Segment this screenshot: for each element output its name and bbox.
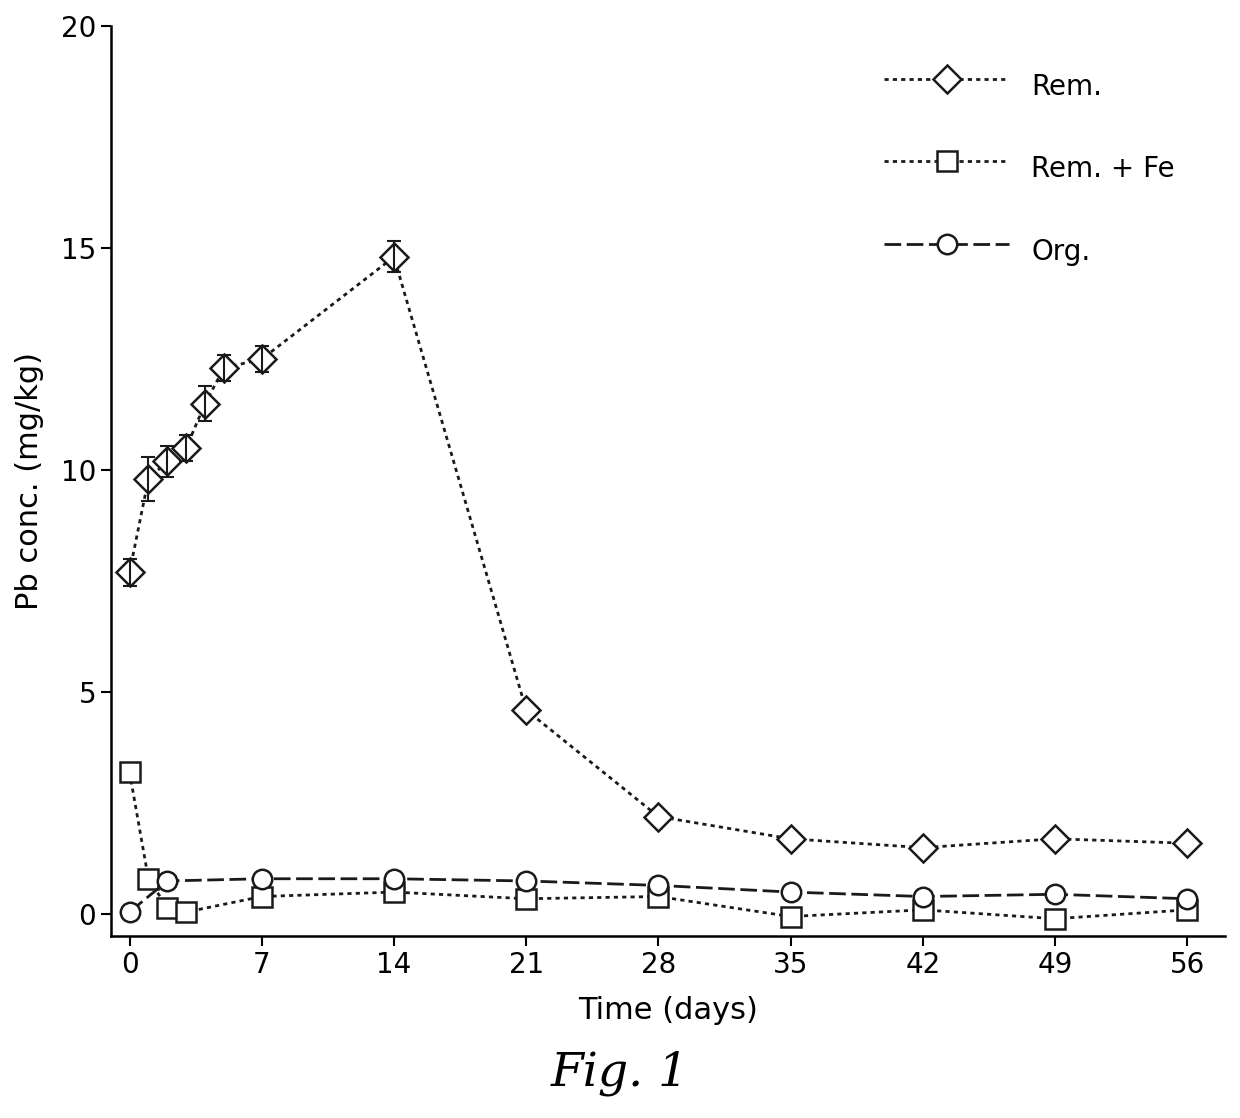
Text: Fig. 1: Fig. 1: [551, 1050, 689, 1096]
Y-axis label: Pb conc. (mg/kg): Pb conc. (mg/kg): [15, 352, 43, 610]
X-axis label: Time (days): Time (days): [578, 996, 758, 1025]
Legend: Rem., Rem. + Fe, Org.: Rem., Rem. + Fe, Org.: [870, 49, 1189, 288]
